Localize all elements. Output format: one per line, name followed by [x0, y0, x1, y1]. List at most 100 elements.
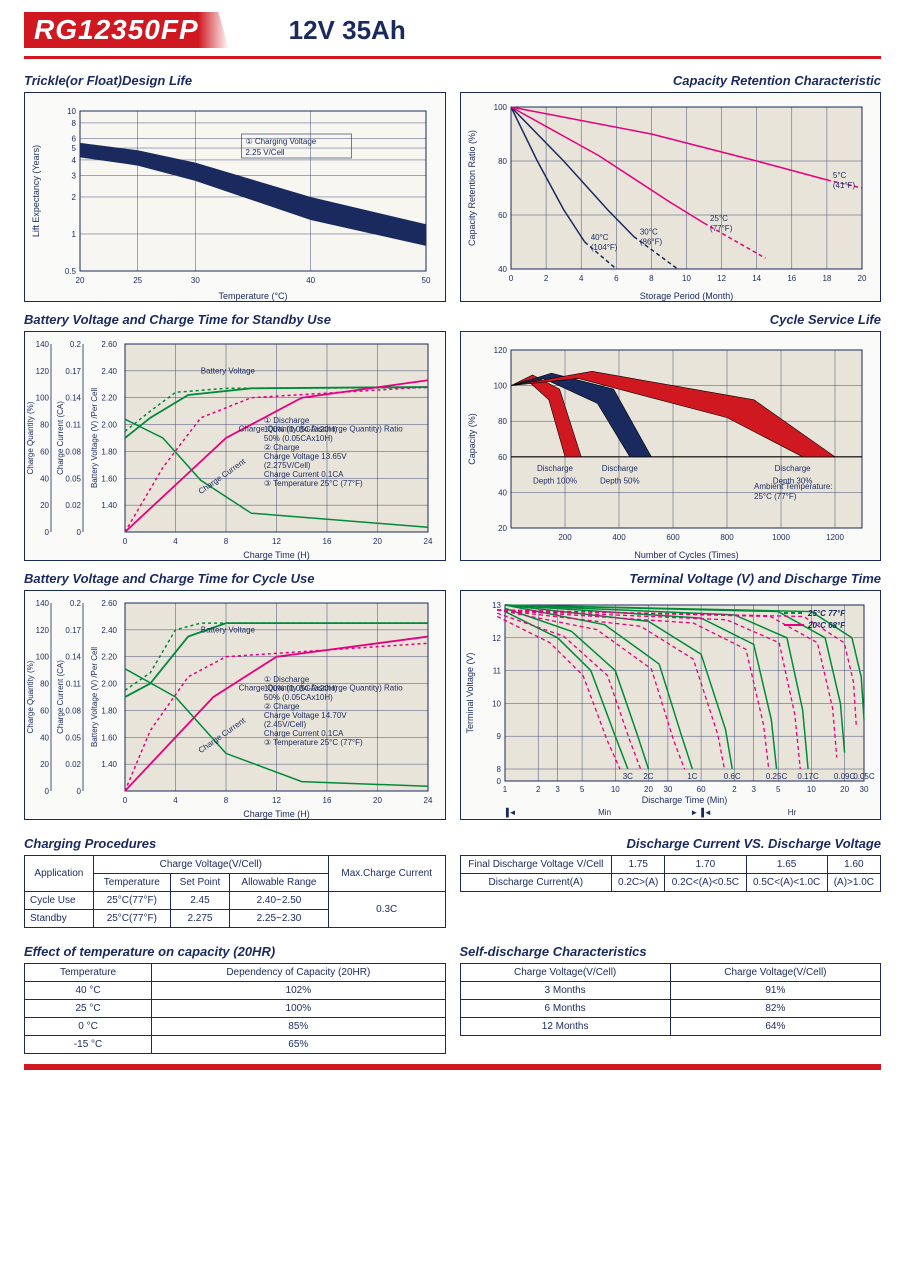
svg-text:0.2: 0.2 — [70, 340, 82, 349]
svg-text:1.40: 1.40 — [101, 760, 117, 769]
page-header: RG12350FP 12V 35Ah — [24, 12, 881, 48]
temp-effect-title: Effect of temperature on capacity (20HR) — [24, 944, 446, 959]
svg-text:10: 10 — [492, 699, 501, 708]
svg-text:① Discharge: ① Discharge — [264, 675, 310, 684]
svg-text:2.00: 2.00 — [101, 680, 117, 689]
svg-text:10: 10 — [67, 107, 76, 116]
svg-text:140: 140 — [36, 340, 50, 349]
svg-text:0.17: 0.17 — [65, 367, 81, 376]
svg-text:1.80: 1.80 — [101, 447, 117, 456]
svg-text:2: 2 — [543, 274, 548, 283]
svg-text:60: 60 — [40, 447, 49, 456]
svg-text:12: 12 — [492, 634, 501, 643]
svg-text:4: 4 — [72, 156, 77, 165]
svg-text:5: 5 — [775, 785, 780, 794]
svg-text:24: 24 — [424, 537, 433, 546]
svg-text:Discharge Time (Min): Discharge Time (Min) — [641, 795, 727, 805]
svg-text:25°C: 25°C — [710, 214, 728, 223]
svg-text:0.14: 0.14 — [65, 653, 81, 662]
svg-text:40: 40 — [40, 733, 49, 742]
svg-text:30: 30 — [191, 276, 200, 285]
svg-text:0.17C: 0.17C — [797, 772, 819, 781]
svg-text:0: 0 — [508, 274, 513, 283]
svg-text:Depth 100%: Depth 100% — [532, 477, 576, 486]
svg-text:3: 3 — [72, 171, 77, 180]
svg-text:12: 12 — [272, 796, 281, 805]
svg-text:3: 3 — [555, 785, 560, 794]
svg-text:11: 11 — [492, 667, 501, 676]
svg-text:8: 8 — [496, 765, 501, 774]
self-discharge-table: Charge Voltage(V/Cell)Charge Voltage(V/C… — [460, 963, 882, 1036]
chart2-title: Capacity Retention Characteristic — [460, 73, 882, 88]
svg-text:40: 40 — [498, 265, 507, 274]
self-discharge-title: Self-discharge Characteristics — [460, 944, 882, 959]
discharge-cv-table: Final Discharge Voltage V/Cell1.751.701.… — [460, 855, 882, 892]
svg-text:800: 800 — [720, 533, 734, 542]
svg-text:③ Temperature 25°C (77°F): ③ Temperature 25°C (77°F) — [264, 738, 363, 747]
svg-text:Capacity (%): Capacity (%) — [467, 413, 477, 465]
svg-text:3: 3 — [751, 785, 756, 794]
chart5-title: Battery Voltage and Charge Time for Cycl… — [24, 571, 446, 586]
svg-text:Charge Quantity (%): Charge Quantity (%) — [26, 401, 35, 474]
svg-text:400: 400 — [612, 533, 626, 542]
svg-text:25°C 77°F: 25°C 77°F — [807, 609, 846, 618]
svg-text:2.25 V/Cell: 2.25 V/Cell — [245, 148, 284, 157]
svg-text:0.08: 0.08 — [65, 706, 81, 715]
svg-text:100% (0.05CAx20H): 100% (0.05CAx20H) — [264, 425, 338, 434]
svg-text:(2.275V/Cell): (2.275V/Cell) — [264, 461, 311, 470]
svg-text:2.40: 2.40 — [101, 367, 117, 376]
svg-text:Charge Quantity (%): Charge Quantity (%) — [26, 660, 35, 733]
discharge-cv-title: Discharge Current VS. Discharge Voltage — [460, 836, 882, 851]
svg-text:Number of Cycles (Times): Number of Cycles (Times) — [634, 550, 738, 560]
svg-text:0.02: 0.02 — [65, 760, 81, 769]
svg-text:40°C: 40°C — [590, 233, 608, 242]
svg-text:8: 8 — [224, 796, 229, 805]
svg-text:Hr: Hr — [787, 808, 796, 817]
svg-text:0.6C: 0.6C — [723, 772, 740, 781]
svg-text:►▐◄: ►▐◄ — [690, 807, 712, 818]
svg-text:Ambient Temperature:: Ambient Temperature: — [754, 482, 833, 491]
svg-text:1.60: 1.60 — [101, 474, 117, 483]
svg-text:2.00: 2.00 — [101, 421, 117, 430]
svg-text:40: 40 — [306, 276, 315, 285]
svg-text:③ Temperature 25°C (77°F): ③ Temperature 25°C (77°F) — [264, 479, 363, 488]
svg-text:(86°F): (86°F) — [639, 238, 662, 247]
svg-text:10: 10 — [610, 785, 619, 794]
svg-text:10: 10 — [682, 274, 691, 283]
svg-text:Charge Time (H): Charge Time (H) — [243, 809, 310, 819]
svg-text:1200: 1200 — [826, 533, 844, 542]
svg-text:0.5: 0.5 — [65, 267, 77, 276]
header-rule — [24, 56, 881, 59]
svg-text:80: 80 — [40, 680, 49, 689]
spec-title: 12V 35Ah — [289, 15, 406, 46]
svg-text:① Discharge: ① Discharge — [264, 416, 310, 425]
svg-text:2C: 2C — [643, 772, 653, 781]
svg-text:Charge Current (CA): Charge Current (CA) — [56, 660, 65, 734]
svg-text:60: 60 — [498, 453, 507, 462]
chart1-title: Trickle(or Float)Design Life — [24, 73, 446, 88]
svg-text:40: 40 — [40, 474, 49, 483]
svg-text:Charge Current 0.1CA: Charge Current 0.1CA — [264, 470, 344, 479]
svg-text:20: 20 — [40, 501, 49, 510]
svg-text:200: 200 — [558, 533, 572, 542]
svg-text:80: 80 — [498, 157, 507, 166]
svg-text:16: 16 — [787, 274, 796, 283]
svg-text:30°C: 30°C — [639, 228, 657, 237]
svg-text:8: 8 — [649, 274, 654, 283]
svg-text:120: 120 — [36, 367, 50, 376]
svg-text:20: 20 — [840, 785, 849, 794]
svg-text:1.40: 1.40 — [101, 501, 117, 510]
svg-text:100: 100 — [36, 653, 50, 662]
svg-text:1C: 1C — [687, 772, 697, 781]
temp-effect-table: TemperatureDependency of Capacity (20HR)… — [24, 963, 446, 1054]
svg-text:18: 18 — [822, 274, 831, 283]
svg-text:1.60: 1.60 — [101, 733, 117, 742]
svg-text:0.02: 0.02 — [65, 501, 81, 510]
svg-text:Battery Voltage (V) /Per Cell: Battery Voltage (V) /Per Cell — [90, 388, 99, 488]
svg-text:① Charging Voltage: ① Charging Voltage — [245, 137, 316, 146]
svg-text:30: 30 — [663, 785, 672, 794]
svg-text:Depth 50%: Depth 50% — [600, 477, 640, 486]
svg-text:0.05C: 0.05C — [853, 772, 875, 781]
svg-text:2.20: 2.20 — [101, 394, 117, 403]
svg-text:0: 0 — [77, 528, 82, 537]
